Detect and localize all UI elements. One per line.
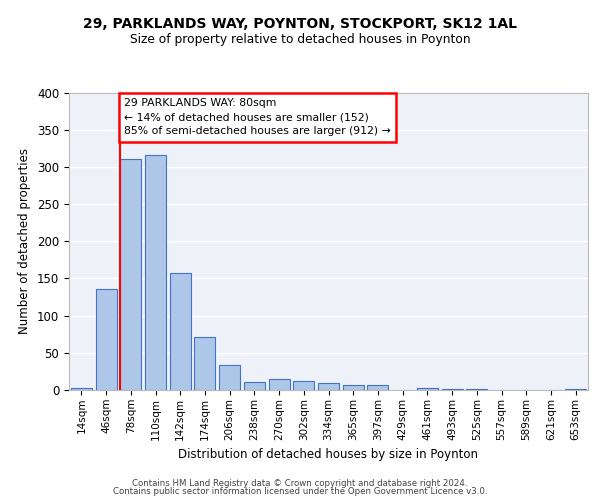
Bar xyxy=(145,155,166,390)
Bar xyxy=(120,158,141,390)
X-axis label: Distribution of detached houses by size in Poynton: Distribution of detached houses by size … xyxy=(179,448,479,461)
Bar xyxy=(219,366,240,390)
Bar xyxy=(565,388,586,390)
Text: Contains public sector information licensed under the Open Government Licence v3: Contains public sector information licen… xyxy=(113,487,487,496)
Y-axis label: Number of detached properties: Number of detached properties xyxy=(19,148,31,334)
Bar xyxy=(269,379,290,390)
Text: Contains HM Land Registry data © Crown copyright and database right 2024.: Contains HM Land Registry data © Crown c… xyxy=(132,478,468,488)
Bar xyxy=(194,337,215,390)
Bar xyxy=(442,388,463,390)
Bar xyxy=(71,388,92,390)
Text: 29, PARKLANDS WAY, POYNTON, STOCKPORT, SK12 1AL: 29, PARKLANDS WAY, POYNTON, STOCKPORT, S… xyxy=(83,18,517,32)
Bar xyxy=(170,273,191,390)
Bar xyxy=(95,289,116,390)
Bar xyxy=(343,385,364,390)
Bar xyxy=(244,382,265,390)
Bar xyxy=(318,382,339,390)
Bar xyxy=(293,381,314,390)
Text: 29 PARKLANDS WAY: 80sqm
← 14% of detached houses are smaller (152)
85% of semi-d: 29 PARKLANDS WAY: 80sqm ← 14% of detache… xyxy=(124,98,391,136)
Bar xyxy=(367,385,388,390)
Bar xyxy=(417,388,438,390)
Text: Size of property relative to detached houses in Poynton: Size of property relative to detached ho… xyxy=(130,32,470,46)
